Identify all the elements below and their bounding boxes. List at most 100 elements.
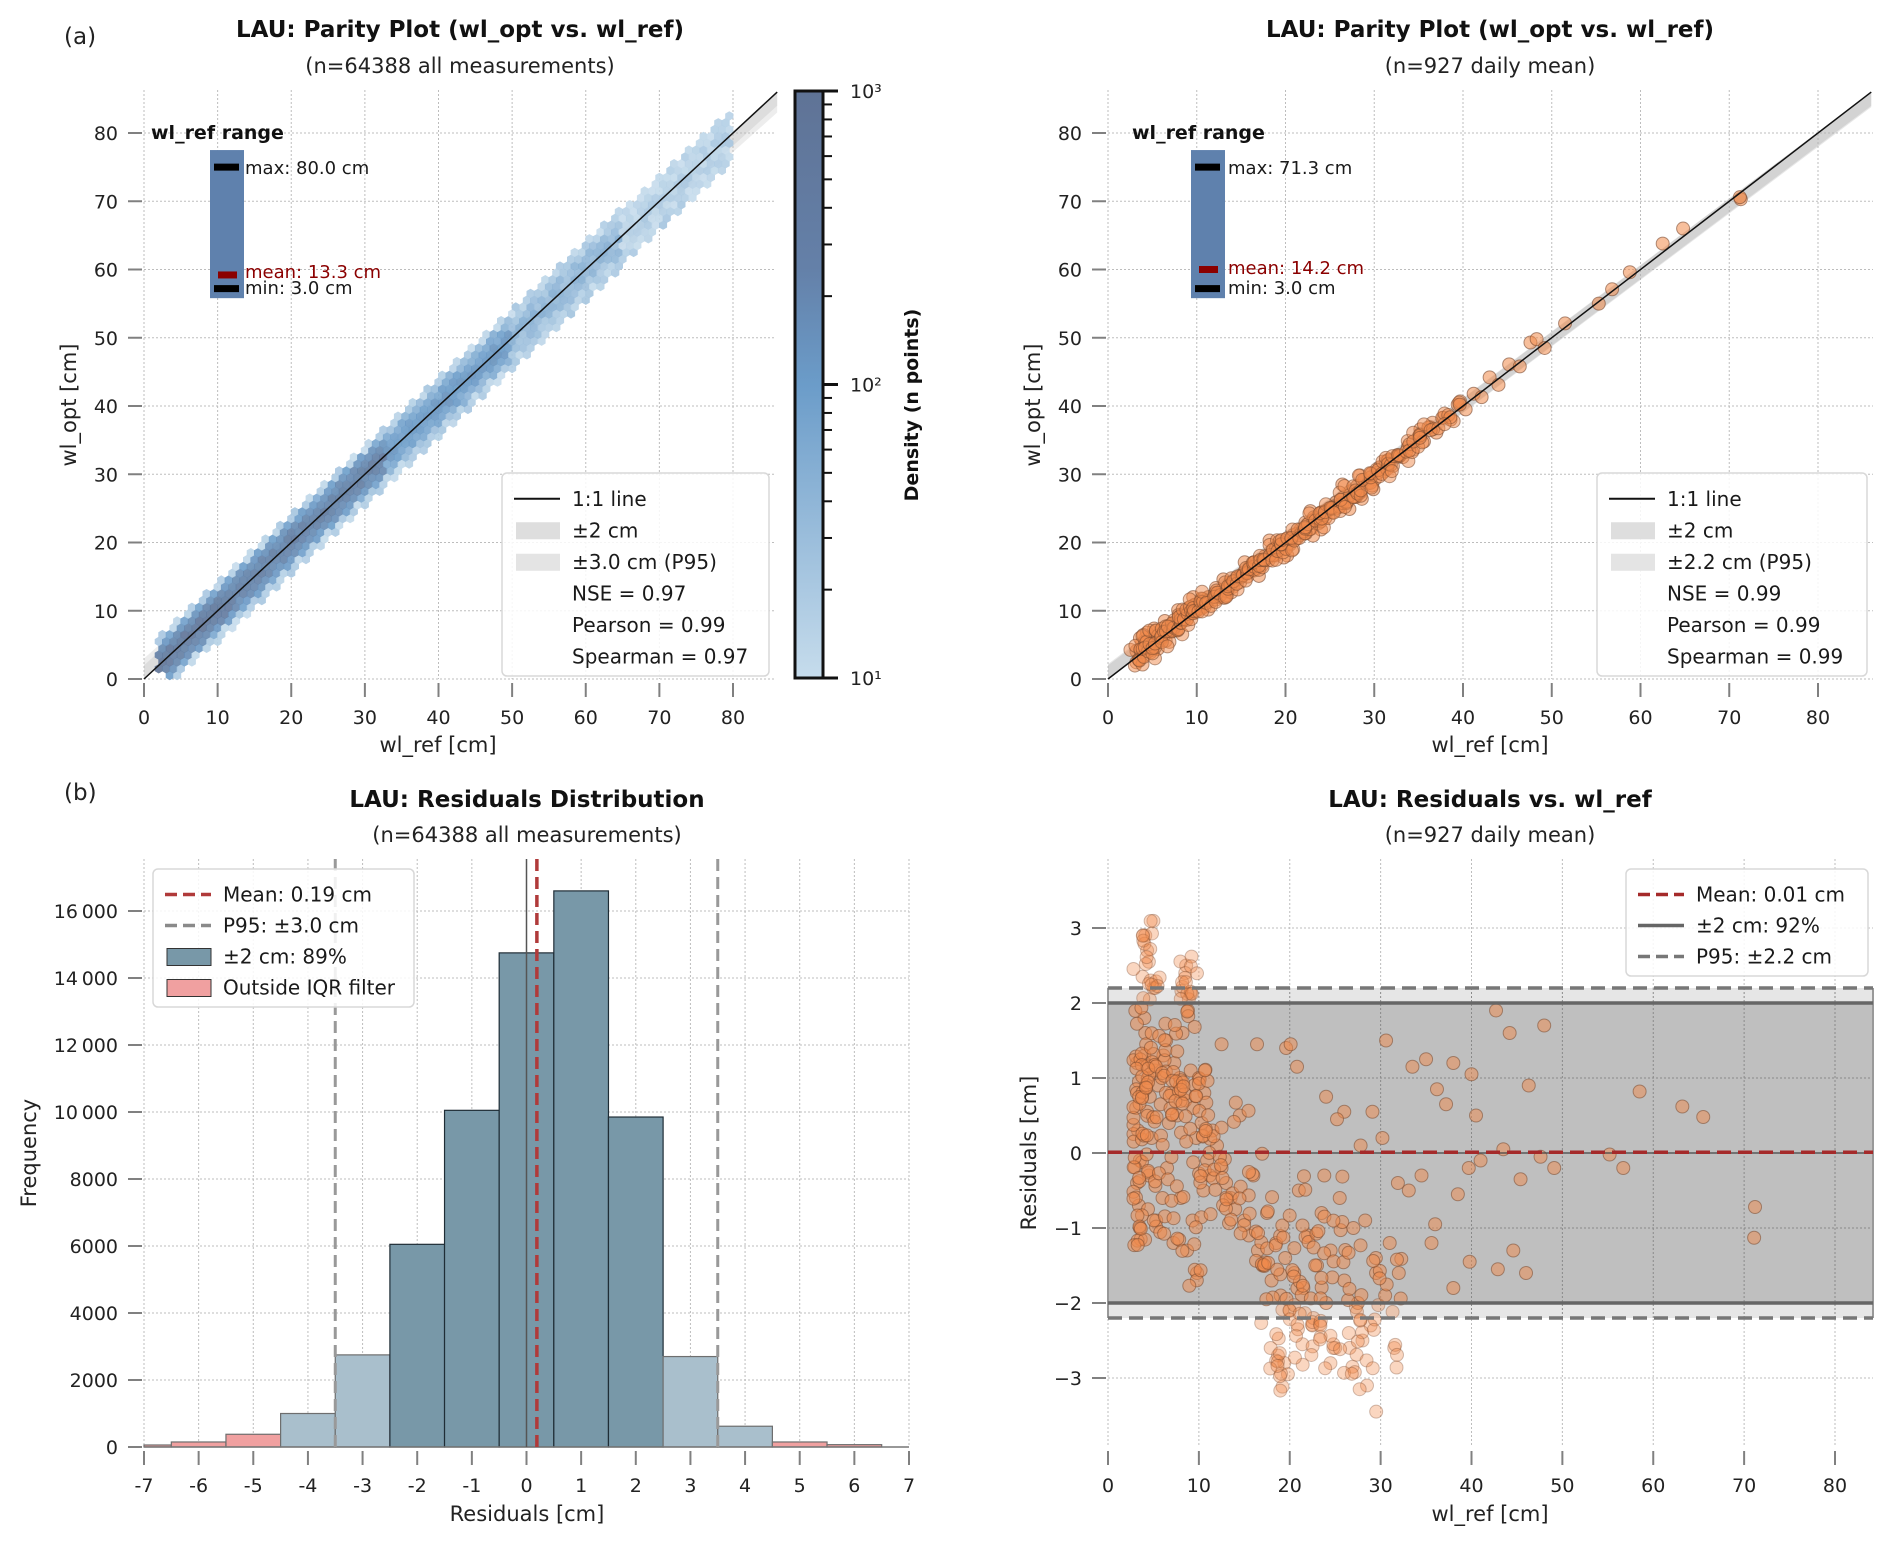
hexbin-cell <box>570 288 579 299</box>
data-point <box>1353 1138 1368 1153</box>
data-point <box>1133 1221 1148 1236</box>
data-point <box>1269 1327 1284 1342</box>
hexbin-cell <box>530 295 539 305</box>
hexbin-cell <box>257 582 266 592</box>
data-point <box>1314 1270 1329 1285</box>
hexbin-cell <box>555 316 565 326</box>
hexbin-cell <box>592 247 601 258</box>
hexbin-cell <box>578 288 587 299</box>
hexbin-cell <box>500 322 509 333</box>
x-axis-label: Residuals [cm] <box>450 1502 605 1526</box>
y-tick-label: 8000 <box>70 1169 118 1191</box>
hexbin-cell <box>500 350 509 360</box>
data-point <box>1143 942 1158 957</box>
data-point <box>1272 1346 1287 1361</box>
hexbin-cell <box>265 541 274 551</box>
data-point <box>1355 1325 1370 1340</box>
hexbin-cell <box>489 329 498 339</box>
hexbin-cell <box>430 411 439 421</box>
hexbin-cell <box>655 172 664 183</box>
hexbin-cell <box>441 418 450 428</box>
hexbin-cell <box>294 541 303 551</box>
data-point <box>1311 1224 1326 1239</box>
hexbin-cell <box>327 493 336 503</box>
data-point <box>1328 1341 1343 1355</box>
legend-patch-icon <box>166 979 212 997</box>
data-point <box>1178 970 1193 985</box>
hexbin-cell <box>677 200 686 210</box>
hexbin-cell <box>239 602 248 612</box>
hexbin-cell <box>301 554 310 565</box>
hexbin-cell <box>335 520 344 531</box>
hexbin-cell <box>397 459 406 469</box>
hexbin-cell <box>298 507 307 517</box>
data-point <box>1365 1104 1380 1119</box>
hexbin-cell <box>607 261 616 271</box>
hexbin-cell <box>662 200 671 210</box>
hexbin-cell <box>441 377 450 387</box>
hexbin-cell <box>482 343 491 353</box>
hexbin-cell <box>246 602 255 612</box>
data-point <box>1170 1044 1185 1059</box>
data-point <box>1176 1079 1191 1094</box>
hexbin-cell <box>644 193 653 203</box>
hexbin-cell <box>290 507 299 517</box>
y-tick-label: −1 <box>1054 1218 1082 1240</box>
legend-patch-icon <box>516 553 560 571</box>
hexbin-cell <box>257 541 266 551</box>
hexbin-cell <box>717 152 726 162</box>
hexbin-cell <box>360 445 369 456</box>
data-point <box>1287 1241 1302 1256</box>
x-tick-label: 10 <box>1187 1475 1211 1497</box>
hexbin-cell <box>673 165 682 176</box>
hexbin-cell <box>419 432 428 442</box>
legend-frame <box>152 868 415 1008</box>
hexbin-cell <box>276 520 285 531</box>
hexbin-cell <box>309 500 318 510</box>
hexbin-cell <box>449 404 458 415</box>
hexbin-cell <box>471 391 480 401</box>
legend: Mean: 0.19 cm P95: ±3.0 cm ±2 cm: 89% Outsi… <box>152 868 415 1008</box>
y-tick-label: 40 <box>94 396 118 418</box>
hexbin-cell <box>478 350 487 360</box>
hexbin-cell <box>706 159 715 169</box>
data-point <box>1537 1018 1552 1033</box>
hexbin-cell <box>301 500 310 510</box>
legend-patch-icon <box>166 948 212 966</box>
data-point <box>1366 1253 1381 1268</box>
hexbin-cell <box>327 520 336 531</box>
hexbin-cell <box>360 459 369 469</box>
hexbin-cell <box>555 275 565 285</box>
hexbin-cell <box>578 275 587 285</box>
hexbin-cell <box>688 193 697 203</box>
hexbin-cell <box>692 145 701 155</box>
data-point <box>1308 1258 1323 1273</box>
hexbin-cell <box>294 513 303 524</box>
hexbin-cell <box>666 206 675 217</box>
data-point <box>1482 370 1497 385</box>
hexbin-cell <box>220 623 230 633</box>
hexbin-cell <box>474 384 484 394</box>
hexbin-cell <box>250 554 259 565</box>
data-point <box>1214 1120 1229 1135</box>
data-point <box>1137 936 1152 951</box>
hexbin-cell <box>346 473 355 483</box>
data-point <box>1298 1182 1313 1197</box>
hexbin-cell <box>567 295 576 305</box>
hexbin-cell <box>320 493 329 503</box>
data-point <box>1183 959 1198 974</box>
hexbin-cell <box>581 240 590 251</box>
hexbin-cell <box>622 247 631 258</box>
hexbin-cell <box>198 609 207 619</box>
data-point <box>1169 1179 1184 1194</box>
hexbin-cell <box>290 520 299 531</box>
legend: 1:1 line ±2 cm ±3.0 cm (P95) NSE = 0.97 Pear… <box>501 472 770 677</box>
legend-frame <box>1625 868 1869 977</box>
hexbin-cell <box>268 561 277 572</box>
hexbin-cell <box>603 268 612 278</box>
hexbin-cell <box>684 145 693 155</box>
hexbin-cell <box>364 438 373 449</box>
hexbin-cell <box>158 629 167 640</box>
data-point <box>1304 1347 1319 1362</box>
hexbin-cell <box>298 520 307 531</box>
